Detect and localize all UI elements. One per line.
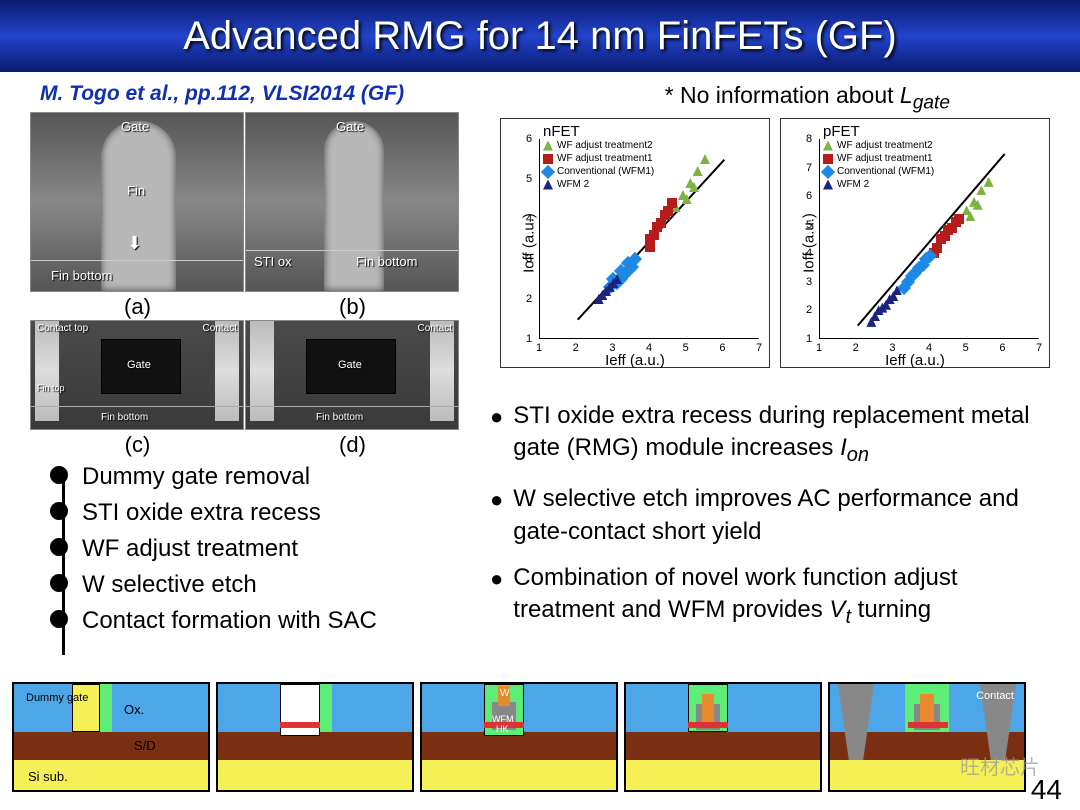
process-step: STI oxide extra recess xyxy=(50,498,470,528)
diag-2 xyxy=(216,682,414,792)
tem-a-label: (a) xyxy=(30,294,245,320)
process-step: W selective etch xyxy=(50,570,470,600)
citation: M. Togo et al., pp.112, VLSI2014 (GF) xyxy=(40,82,404,106)
process-step: Contact formation with SAC xyxy=(50,606,470,636)
watermark: 旺材芯片 xyxy=(960,751,1040,780)
bullet-item: Combination of novel work function adjus… xyxy=(490,562,1050,631)
nfet-chart: nFET Ioff (a.u.) Ieff (a.u.) 12345671234… xyxy=(500,118,770,368)
diag-4 xyxy=(624,682,822,792)
title-bar: Advanced RMG for 14 nm FinFETs (GF) xyxy=(0,0,1080,72)
process-step: Dummy gate removal xyxy=(50,462,470,492)
tem-d: Contact Gate Fin bottom xyxy=(245,320,459,430)
tem-images: Gate Fin ⬇ Fin bottom (a) Gate STI ox Fi… xyxy=(30,112,460,458)
diag-3: W WFM HK xyxy=(420,682,618,792)
bullet-item: W selective etch improves AC performance… xyxy=(490,483,1050,548)
bullet-item: STI oxide extra recess during replacemen… xyxy=(490,400,1050,469)
diag-1: Dummy gate Ox. S/D Si sub. xyxy=(12,682,210,792)
pfet-chart: pFET Ioff (a.u.) Ieff (a.u.) 12345671234… xyxy=(780,118,1050,368)
slide-title: Advanced RMG for 14 nm FinFETs (GF) xyxy=(183,14,897,59)
process-steps: Dummy gate removal STI oxide extra recess… xyxy=(50,462,470,642)
process-diagrams: Dummy gate Ox. S/D Si sub. W WFM HK Cont… xyxy=(12,682,1026,792)
tem-c: Contact top Contact Gate Fin top Fin bot… xyxy=(30,320,244,430)
charts-row: nFET Ioff (a.u.) Ieff (a.u.) 12345671234… xyxy=(500,118,1060,368)
tem-c-label: (c) xyxy=(30,432,245,458)
main-bullets: STI oxide extra recess during replacemen… xyxy=(490,400,1050,645)
tem-b-label: (b) xyxy=(245,294,460,320)
page-number: 44 xyxy=(1031,774,1062,806)
process-step: WF adjust treatment xyxy=(50,534,470,564)
tem-b: Gate STI ox Fin bottom xyxy=(245,112,459,292)
tem-a: Gate Fin ⬇ Fin bottom xyxy=(30,112,244,292)
tem-d-label: (d) xyxy=(245,432,460,458)
lgate-note: * No information about Lgate xyxy=(665,82,950,115)
